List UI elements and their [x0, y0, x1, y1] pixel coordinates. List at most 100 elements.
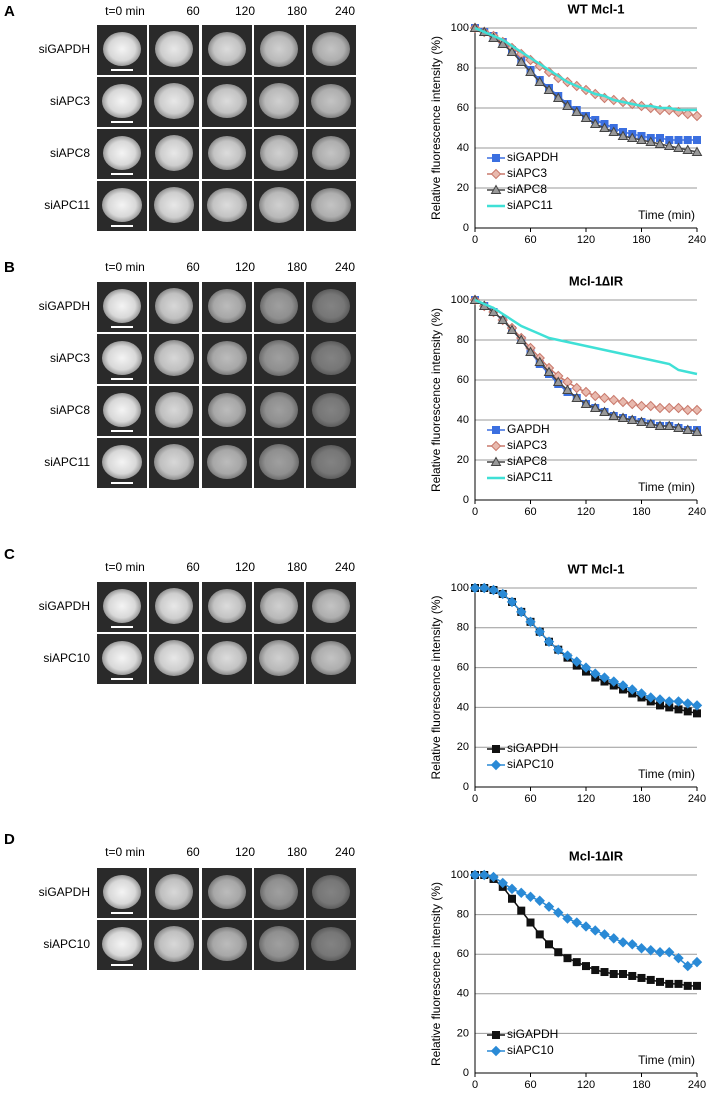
cell: [102, 641, 142, 675]
micrograph: [97, 920, 147, 970]
marker: [497, 38, 509, 48]
cell: [312, 875, 350, 909]
marker: [534, 626, 545, 637]
cell: [259, 926, 299, 962]
cell: [103, 136, 141, 170]
micrograph: [202, 582, 252, 632]
micrograph: [97, 634, 147, 684]
marker: [506, 324, 518, 334]
marker: [497, 877, 508, 889]
marker: [553, 907, 564, 918]
row-label: siGAPDH: [39, 885, 90, 899]
cell: [102, 188, 142, 222]
marker: [488, 306, 499, 316]
marker: [552, 376, 564, 386]
y-tick-label: 60: [457, 662, 469, 674]
marker: [636, 134, 647, 144]
micrograph: [254, 181, 304, 231]
marker: [617, 680, 629, 691]
marker: [571, 392, 583, 402]
column-label: 240: [335, 260, 355, 274]
marker: [580, 398, 592, 408]
micrograph: [202, 334, 252, 384]
micrograph: [254, 25, 304, 75]
series-line: [474, 299, 697, 431]
row-label: siAPC11: [44, 455, 90, 469]
marker: [562, 384, 573, 394]
y-tick-label: 60: [457, 948, 469, 960]
marker: [562, 913, 573, 924]
marker: [609, 970, 618, 978]
marker: [674, 979, 683, 988]
marker: [626, 414, 638, 424]
legend-label: siAPC8: [507, 182, 547, 196]
marker: [479, 869, 490, 881]
column-label: 60: [186, 845, 200, 859]
marker: [617, 937, 629, 948]
marker: [628, 971, 637, 980]
y-tick-label: 20: [457, 454, 469, 466]
x-tick-label: 60: [524, 793, 536, 805]
cell: [103, 589, 141, 623]
micrograph: [202, 920, 252, 970]
micrograph: [97, 386, 147, 436]
micrograph: [97, 334, 147, 384]
panel-letter: C: [4, 546, 15, 563]
cell: [207, 341, 247, 375]
row-label: siAPC10: [43, 937, 90, 951]
marker: [492, 1031, 500, 1039]
marker: [627, 398, 638, 410]
marker: [617, 130, 629, 140]
chart-title: Mcl-1∆IR: [569, 273, 624, 288]
row-label: siAPC3: [50, 94, 90, 108]
micrograph: [97, 77, 147, 127]
x-tick-label: 240: [688, 793, 706, 805]
cell: [312, 32, 350, 66]
marker: [691, 146, 703, 156]
x-tick-label: 120: [577, 793, 595, 805]
column-label: 180: [287, 260, 307, 274]
cell: [103, 875, 141, 909]
marker: [636, 688, 647, 699]
micrograph: [254, 582, 304, 632]
marker: [693, 136, 701, 144]
marker: [488, 871, 499, 883]
marker: [645, 418, 657, 428]
y-tick-label: 0: [463, 494, 469, 506]
marker: [571, 106, 583, 116]
micrograph: [202, 181, 252, 231]
micrograph: [202, 25, 252, 75]
marker: [525, 346, 536, 356]
cell: [259, 640, 299, 676]
x-tick-label: 180: [632, 1079, 650, 1091]
cell: [311, 188, 351, 222]
micrograph: [97, 129, 147, 179]
cell: [260, 288, 298, 324]
column-label: 180: [287, 4, 307, 18]
cell: [207, 445, 247, 479]
y-tick-label: 40: [457, 142, 469, 154]
y-tick-label: 20: [457, 182, 469, 194]
legend-label: siAPC8: [507, 454, 547, 468]
cell: [259, 340, 299, 376]
cell: [207, 927, 247, 961]
x-tick-label: 120: [577, 1079, 595, 1091]
marker: [543, 901, 555, 912]
column-label: 240: [335, 560, 355, 574]
micrograph: [149, 129, 199, 179]
micrograph: [306, 868, 356, 918]
marker: [492, 154, 500, 162]
marker: [636, 400, 647, 412]
micrograph: [202, 438, 252, 488]
cell: [207, 84, 247, 118]
cell: [155, 31, 193, 67]
legend-label: siGAPDH: [507, 150, 558, 164]
cell: [208, 875, 246, 909]
marker: [645, 136, 657, 146]
micrograph: [97, 438, 147, 488]
y-tick-label: 0: [463, 781, 469, 793]
cell: [260, 588, 298, 624]
marker: [608, 933, 619, 944]
micrograph: [149, 920, 199, 970]
